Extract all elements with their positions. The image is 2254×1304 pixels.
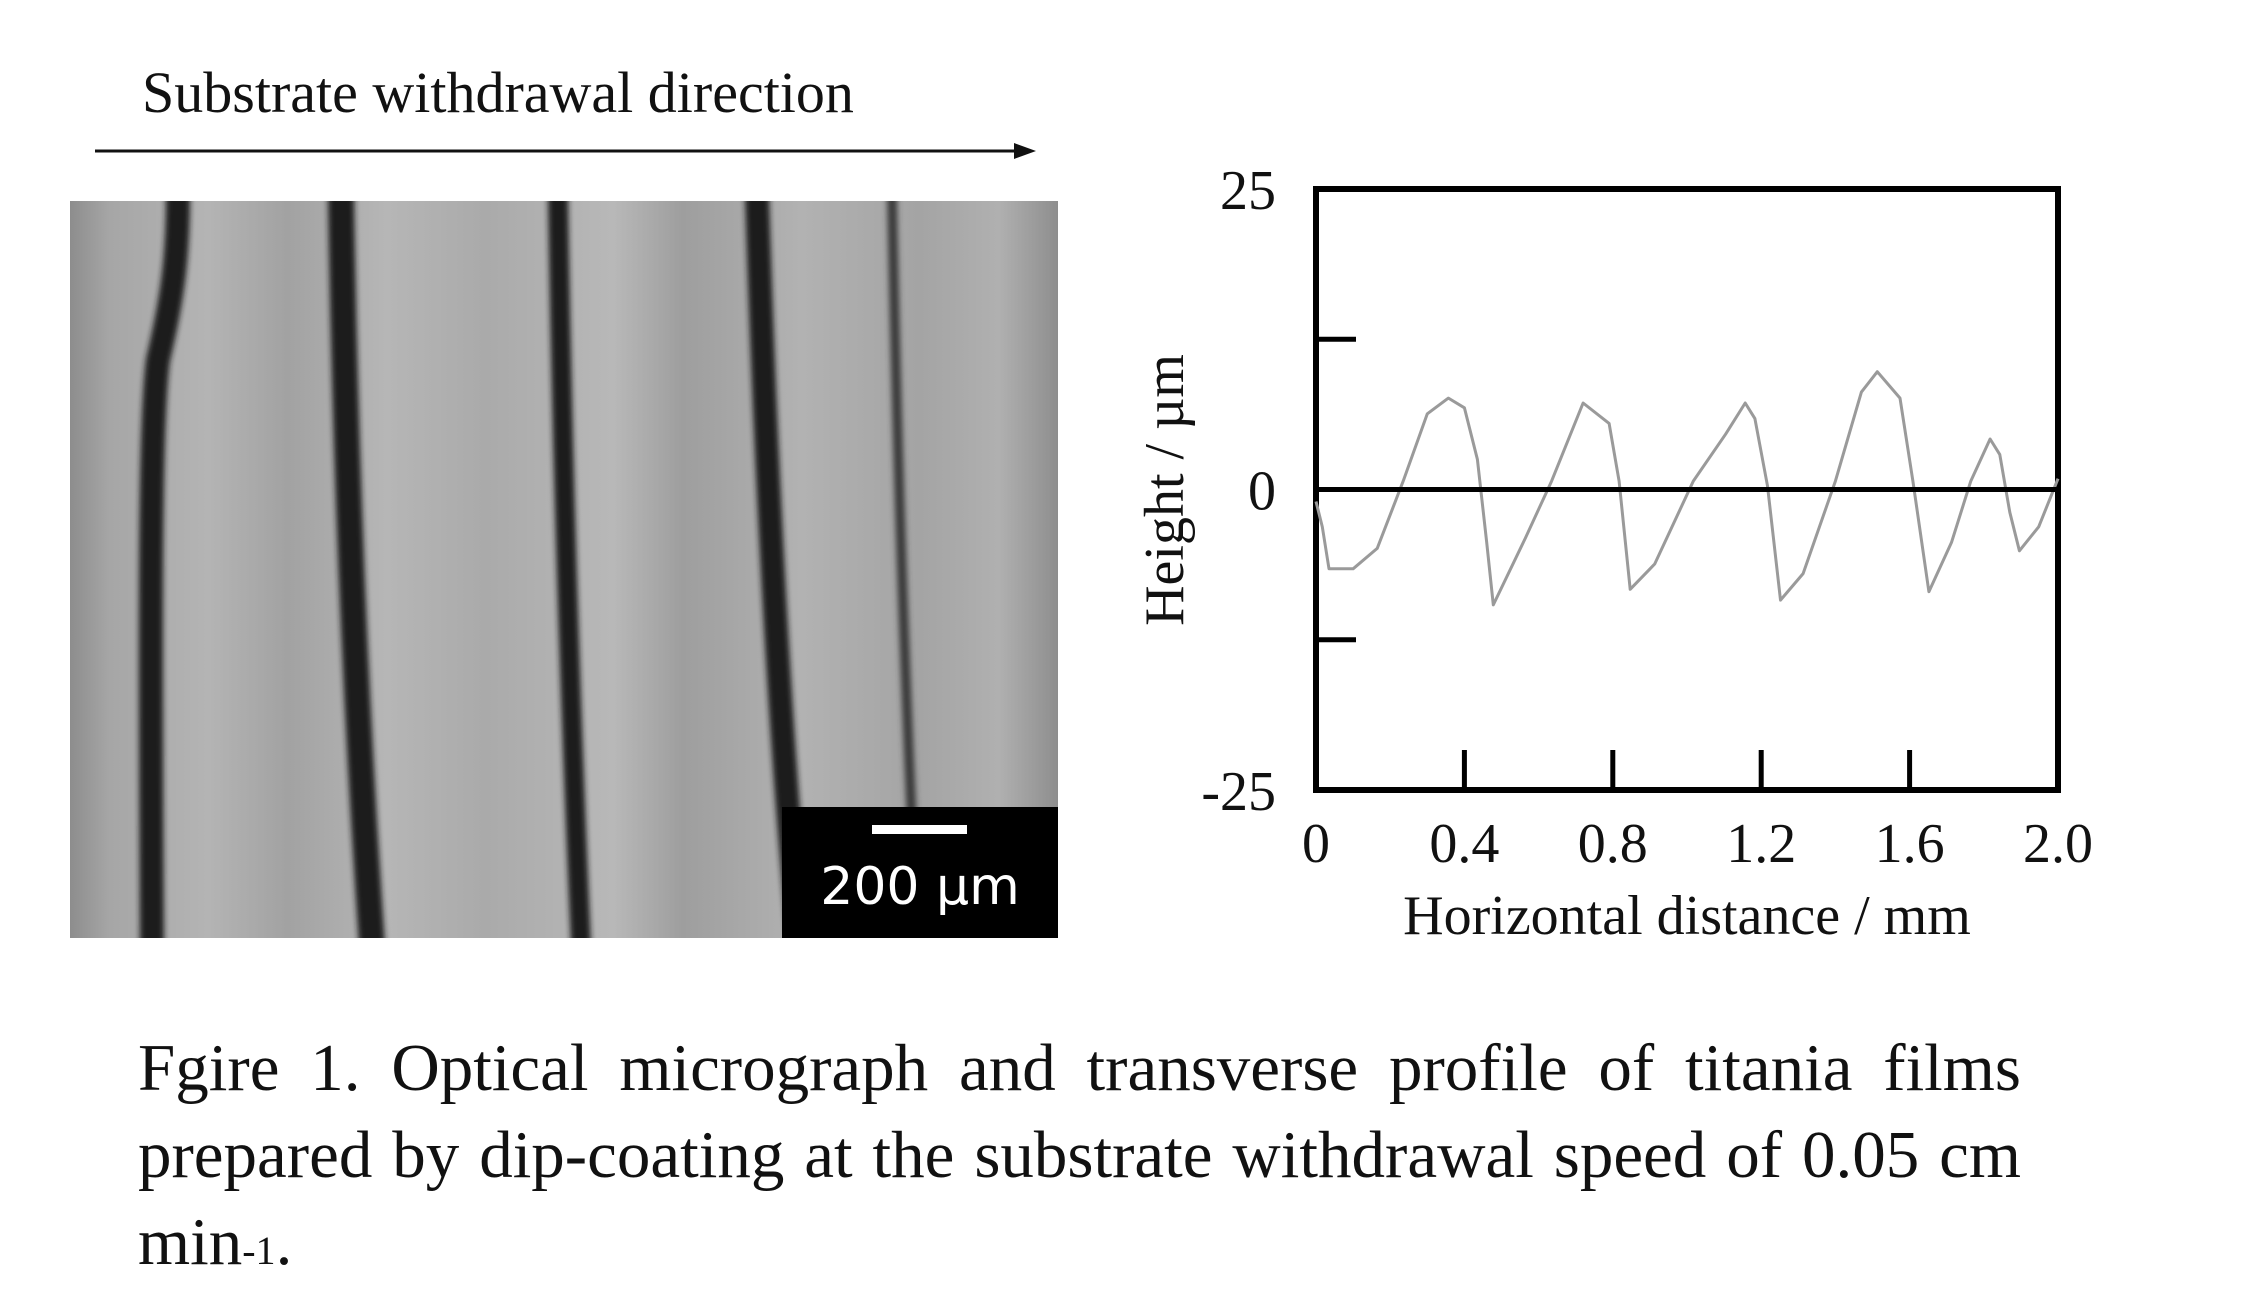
y-axis-title: Height / µm xyxy=(1134,354,1196,626)
scale-bar: 200 µm xyxy=(782,807,1058,938)
y-tick-label: 0 xyxy=(1248,461,1276,523)
caption-superscript: -1 xyxy=(242,1228,276,1273)
x-axis-title: Horizontal distance / mm xyxy=(1403,885,1971,947)
figure-caption: Fgire 1. Optical micrograph and transver… xyxy=(138,1025,2021,1286)
x-tick-label: 0 xyxy=(1302,813,1330,875)
direction-arrow-icon xyxy=(95,143,1036,159)
scale-bar-label: 200 µm xyxy=(820,857,1020,917)
x-tick-label: 1.6 xyxy=(1875,813,1945,875)
height-profile-chart: 25 0 -25 0 0.4 0.8 1.2 1.6 2.0 Horizontal dista… xyxy=(1134,160,2093,947)
x-tick-label: 2.0 xyxy=(2023,813,2093,875)
x-tick-label: 1.2 xyxy=(1726,813,1796,875)
x-tick-label: 0.8 xyxy=(1578,813,1648,875)
y-tick-label: -25 xyxy=(1201,761,1276,823)
direction-label: Substrate withdrawal direction xyxy=(142,60,854,125)
y-tick-label: 25 xyxy=(1220,160,1276,222)
profile-line xyxy=(1314,370,2060,607)
caption-end: . xyxy=(275,1205,293,1279)
caption-text: Fgire 1. Optical micrograph and transver… xyxy=(138,1031,2021,1279)
x-tick-label: 0.4 xyxy=(1429,813,1499,875)
